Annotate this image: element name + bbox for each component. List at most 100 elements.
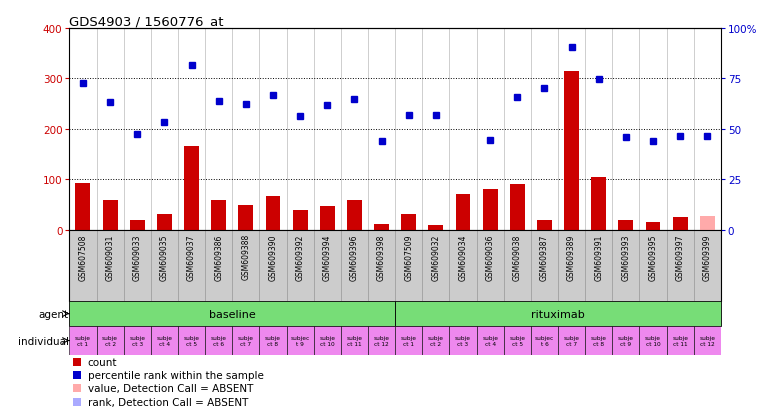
Text: subje
ct 5: subje ct 5 [510,335,525,346]
Bar [96,326,123,355]
Bar [694,326,721,355]
Text: subje
ct 7: subje ct 7 [564,335,580,346]
Text: GSM609392: GSM609392 [295,234,305,280]
Text: rank, Detection Call = ABSENT: rank, Detection Call = ABSENT [88,397,248,407]
Bar [564,71,579,230]
Text: GSM609036: GSM609036 [486,234,495,280]
Bar [673,218,688,230]
Text: subje
ct 11: subje ct 11 [672,335,689,346]
Bar [341,326,368,355]
Text: baseline: baseline [209,309,256,319]
Text: GSM609386: GSM609386 [214,234,223,280]
Text: subje
ct 10: subje ct 10 [645,335,661,346]
Bar [483,190,497,230]
Text: GSM609034: GSM609034 [459,234,467,280]
Bar [69,326,96,355]
Text: GSM609033: GSM609033 [133,234,142,280]
Text: GSM609387: GSM609387 [540,234,549,280]
Bar [238,206,254,230]
Bar [157,215,172,230]
Text: GSM609396: GSM609396 [350,234,359,280]
Bar [374,224,389,230]
Bar [368,326,395,355]
Bar [347,201,362,230]
Text: subje
ct 8: subje ct 8 [591,335,607,346]
Bar [395,301,721,326]
Bar [287,326,314,355]
Text: GSM607508: GSM607508 [79,234,87,280]
Text: GSM609398: GSM609398 [377,234,386,280]
Bar [456,195,470,230]
Text: GDS4903 / 1560776_at: GDS4903 / 1560776_at [69,15,224,28]
Text: GSM609393: GSM609393 [621,234,631,280]
Text: GSM609388: GSM609388 [241,234,251,280]
Text: subje
ct 10: subje ct 10 [319,335,335,346]
Text: subje
ct 2: subje ct 2 [102,335,118,346]
Bar [612,326,639,355]
Bar [320,206,335,230]
Text: subje
ct 1: subje ct 1 [75,335,91,346]
Text: GSM609399: GSM609399 [703,234,712,280]
Bar [184,147,199,230]
Text: GSM609031: GSM609031 [106,234,115,280]
Bar [314,326,341,355]
Bar [205,326,232,355]
Text: GSM609397: GSM609397 [675,234,685,280]
Text: GSM607509: GSM607509 [404,234,413,280]
Text: subje
ct 7: subje ct 7 [237,335,254,346]
Text: GSM609037: GSM609037 [187,234,196,280]
Bar [618,220,633,230]
Bar [151,326,178,355]
Bar [395,326,423,355]
Text: GSM609035: GSM609035 [160,234,169,280]
Text: subje
ct 3: subje ct 3 [455,335,471,346]
Bar [700,216,715,230]
Bar [639,326,667,355]
Text: subje
ct 1: subje ct 1 [401,335,416,346]
Bar [103,201,117,230]
Text: count: count [88,357,117,367]
Bar [558,326,585,355]
Bar [69,301,395,326]
Text: subjec
t 9: subjec t 9 [291,335,310,346]
Bar [123,326,151,355]
Text: subje
ct 9: subje ct 9 [618,335,634,346]
Text: individual: individual [18,336,69,346]
Text: GSM609395: GSM609395 [648,234,658,280]
Text: subjec
t 6: subjec t 6 [535,335,554,346]
Bar [585,326,612,355]
Text: subje
ct 3: subje ct 3 [130,335,145,346]
Text: subje
ct 2: subje ct 2 [428,335,444,346]
Text: GSM609038: GSM609038 [513,234,522,280]
Text: value, Detection Call = ABSENT: value, Detection Call = ABSENT [88,384,253,394]
Bar [429,225,443,230]
Text: percentile rank within the sample: percentile rank within the sample [88,370,264,380]
Text: subje
ct 12: subje ct 12 [374,335,389,346]
Bar [449,326,476,355]
Bar [591,177,606,230]
Text: rituximab: rituximab [531,309,585,319]
Bar [259,326,287,355]
Bar [645,223,661,230]
Bar [265,196,281,230]
Text: subje
ct 8: subje ct 8 [265,335,281,346]
Bar [232,326,259,355]
Text: GSM609390: GSM609390 [268,234,278,280]
Text: subje
ct 4: subje ct 4 [157,335,173,346]
Bar [211,201,226,230]
Bar [76,183,90,230]
Bar [476,326,503,355]
Text: GSM609032: GSM609032 [431,234,440,280]
Bar [293,211,308,230]
Text: GSM609391: GSM609391 [594,234,603,280]
Text: subje
ct 5: subje ct 5 [183,335,200,346]
Bar [423,326,449,355]
Text: GSM609394: GSM609394 [323,234,332,280]
Text: agent: agent [39,309,69,319]
Text: subje
ct 12: subje ct 12 [699,335,715,346]
Text: GSM609389: GSM609389 [567,234,576,280]
Bar [510,185,525,230]
Bar [130,220,145,230]
Bar [667,326,694,355]
Bar [537,220,552,230]
